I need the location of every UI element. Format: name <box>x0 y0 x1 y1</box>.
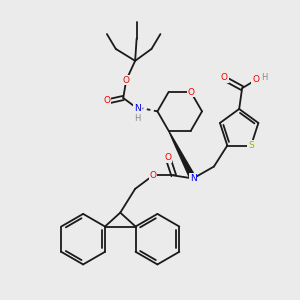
Text: O: O <box>103 97 110 106</box>
Text: N: N <box>134 104 141 113</box>
Text: O: O <box>123 76 130 85</box>
Text: O: O <box>164 153 171 162</box>
Text: O: O <box>221 73 228 82</box>
Text: S: S <box>248 141 254 150</box>
Text: O: O <box>252 75 259 84</box>
Text: O: O <box>149 171 157 180</box>
Text: O: O <box>188 88 194 97</box>
Text: N: N <box>190 174 196 183</box>
Text: H: H <box>134 114 140 123</box>
Text: H: H <box>262 73 268 82</box>
Polygon shape <box>169 131 196 180</box>
